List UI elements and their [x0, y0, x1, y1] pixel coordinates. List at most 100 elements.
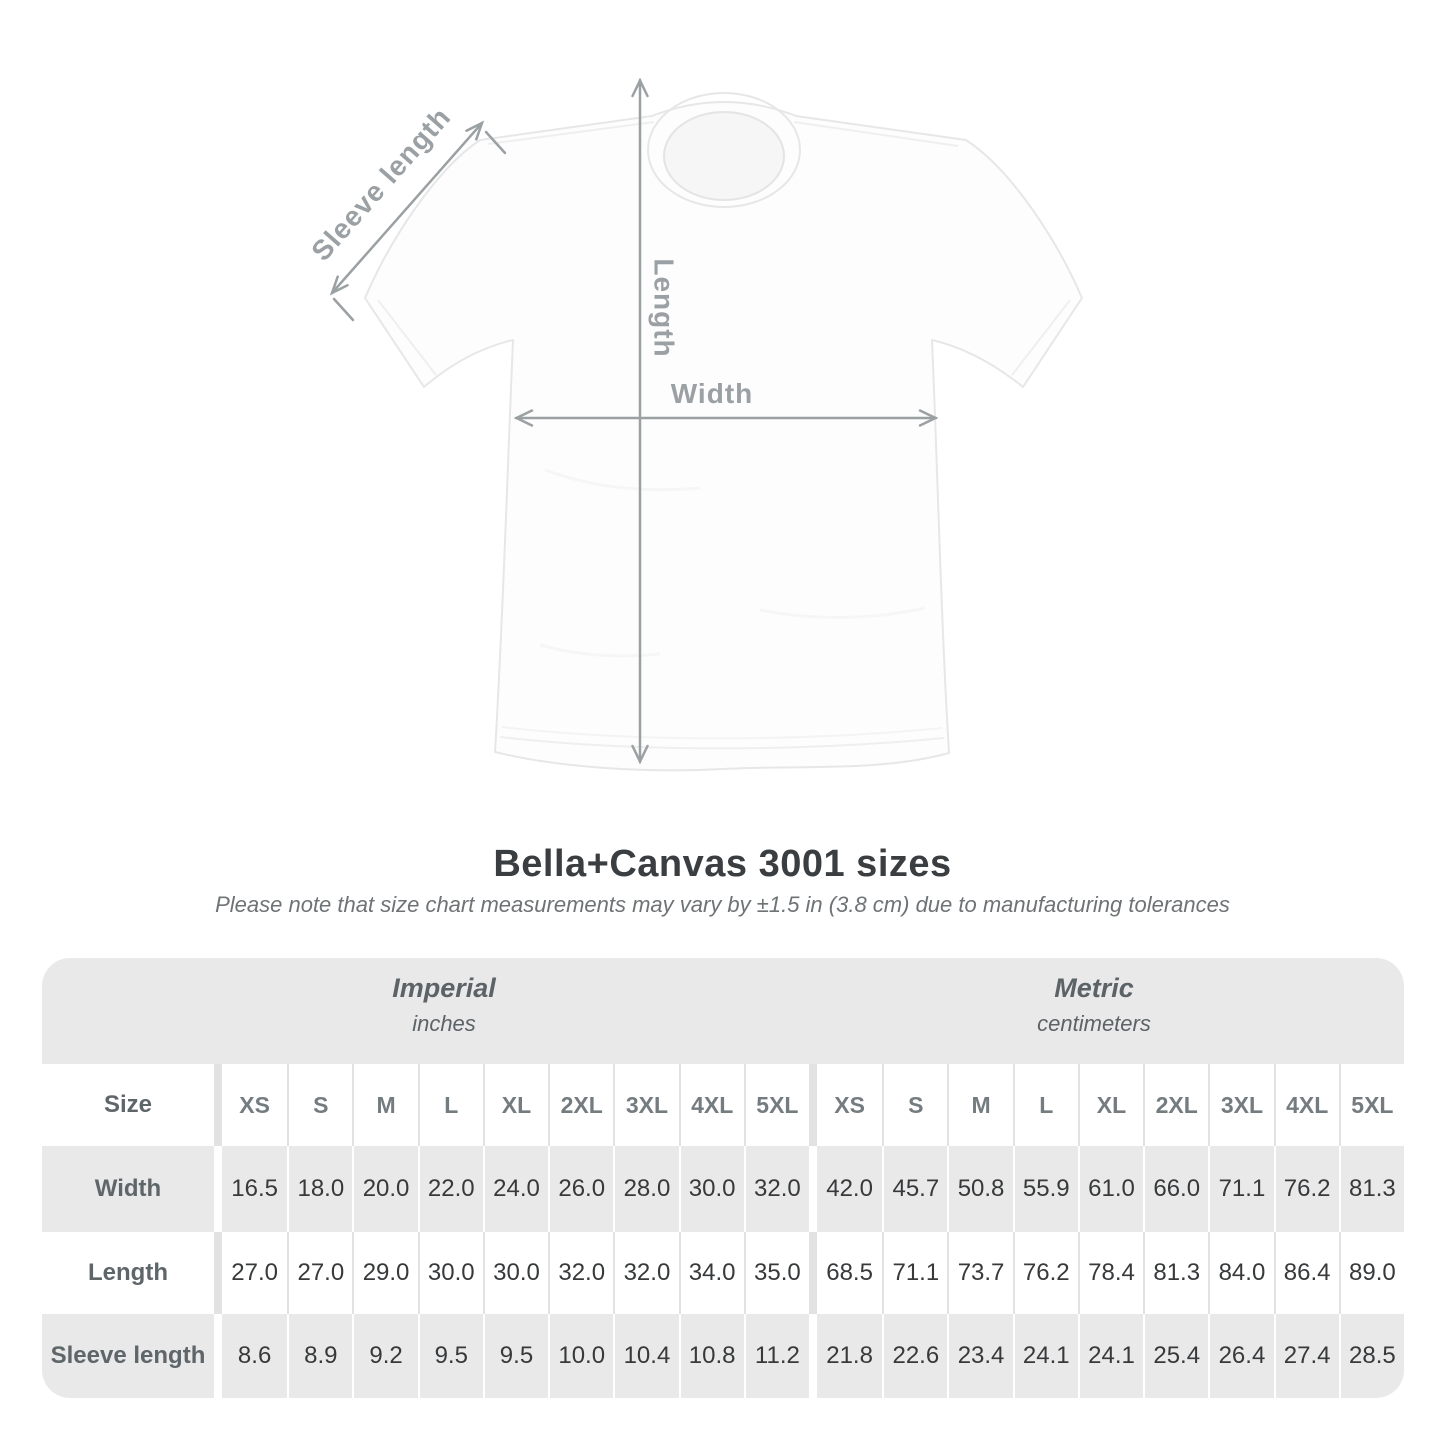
- value-cell: 50.8: [947, 1146, 1013, 1232]
- size-cell: XS: [816, 1064, 883, 1146]
- value-cell: 34.0: [678, 1232, 744, 1314]
- column-gutter: [214, 1146, 222, 1232]
- value-cell: 30.0: [417, 1232, 483, 1314]
- value-cell: 10.8: [678, 1314, 744, 1398]
- size-cell: 4XL: [678, 1064, 744, 1146]
- value-cell: 89.0: [1338, 1232, 1404, 1314]
- value-cell: 22.0: [417, 1146, 483, 1232]
- value-cell: 8.9: [287, 1314, 353, 1398]
- size-cell: S: [287, 1064, 353, 1146]
- value-cell: 24.0: [482, 1146, 549, 1232]
- tshirt-measurement-diagram: Sleeve length Length Width: [305, 77, 1083, 772]
- size-cell: XL: [1077, 1064, 1144, 1146]
- column-gutter: [808, 1064, 817, 1146]
- stitch-lines: [377, 121, 1071, 750]
- size-cell: M: [947, 1064, 1013, 1146]
- value-cell: 26.0: [548, 1146, 614, 1232]
- units-header-row: Imperial inches Metric centimeters: [42, 958, 1404, 1064]
- width-row: Width 16.5 18.0 20.0 22.0 24.0 26.0 28.0…: [42, 1146, 1404, 1232]
- size-cell: 2XL: [1143, 1064, 1209, 1146]
- fabric-wrinkles: [539, 468, 926, 658]
- width-label: Width: [671, 378, 754, 409]
- value-cell: 9.5: [417, 1314, 483, 1398]
- value-cell: 71.1: [882, 1232, 948, 1314]
- tshirt-graphic: [364, 92, 1083, 772]
- tshirt-outline: [364, 101, 1083, 772]
- value-cell: 66.0: [1143, 1146, 1209, 1232]
- size-cell: 2XL: [548, 1064, 614, 1146]
- size-col-header: Size: [42, 1064, 214, 1146]
- value-cell: 26.4: [1208, 1314, 1274, 1398]
- value-cell: 20.0: [352, 1146, 418, 1232]
- value-cell: 27.0: [222, 1232, 288, 1314]
- size-cell: 3XL: [1208, 1064, 1274, 1146]
- size-cell: XS: [222, 1064, 288, 1146]
- column-gutter: [214, 1314, 222, 1398]
- size-cell: L: [417, 1064, 483, 1146]
- value-cell: 35.0: [743, 1232, 809, 1314]
- value-cell: 61.0: [1077, 1146, 1144, 1232]
- value-cell: 42.0: [816, 1146, 883, 1232]
- value-cell: 84.0: [1208, 1232, 1274, 1314]
- value-cell: 32.0: [743, 1146, 809, 1232]
- value-cell: 18.0: [287, 1146, 353, 1232]
- value-cell: 30.0: [482, 1232, 549, 1314]
- imperial-header: Imperial inches: [392, 973, 496, 1036]
- value-cell: 10.4: [613, 1314, 679, 1398]
- value-cell: 55.9: [1012, 1146, 1078, 1232]
- column-gutter: [809, 1146, 817, 1232]
- column-gutter: [214, 1064, 222, 1146]
- value-cell: 11.2: [743, 1314, 809, 1398]
- size-cell: XL: [482, 1064, 549, 1146]
- collar-opening: [663, 111, 785, 201]
- value-cell: 24.1: [1012, 1314, 1078, 1398]
- row-label: Sleeve length: [42, 1314, 214, 1398]
- value-cell: 45.7: [882, 1146, 948, 1232]
- value-cell: 32.0: [613, 1232, 679, 1314]
- value-cell: 76.2: [1273, 1146, 1339, 1232]
- value-cell: 81.3: [1338, 1146, 1404, 1232]
- value-cell: 10.0: [548, 1314, 614, 1398]
- size-cell: 5XL: [743, 1064, 809, 1146]
- page-title: Bella+Canvas 3001 sizes: [493, 843, 952, 885]
- imperial-label: Imperial: [392, 973, 496, 1003]
- value-cell: 9.5: [482, 1314, 549, 1398]
- value-cell: 22.6: [882, 1314, 948, 1398]
- value-cell: 21.8: [816, 1314, 883, 1398]
- size-cell: S: [882, 1064, 948, 1146]
- value-cell: 27.0: [287, 1232, 353, 1314]
- length-row: Length 27.0 27.0 29.0 30.0 30.0 32.0 32.…: [42, 1232, 1404, 1314]
- size-table: Imperial inches Metric centimeters Size …: [42, 958, 1404, 1398]
- value-cell: 81.3: [1143, 1232, 1209, 1314]
- size-cell: 5XL: [1338, 1064, 1404, 1146]
- metric-label: Metric: [1054, 973, 1134, 1003]
- value-cell: 24.1: [1077, 1314, 1144, 1398]
- size-cell: 3XL: [613, 1064, 679, 1146]
- value-cell: 71.1: [1208, 1146, 1274, 1232]
- value-cell: 29.0: [352, 1232, 418, 1314]
- value-cell: 16.5: [222, 1146, 288, 1232]
- column-gutter: [214, 1232, 222, 1314]
- measurement-arrows: [329, 77, 939, 765]
- imperial-unit: inches: [412, 1011, 476, 1036]
- size-cell: 4XL: [1273, 1064, 1339, 1146]
- value-cell: 28.5: [1338, 1314, 1404, 1398]
- size-header-row: Size XS S M L XL 2XL 3XL 4XL 5XL XS S M …: [42, 1064, 1404, 1146]
- value-cell: 25.4: [1143, 1314, 1209, 1398]
- length-arrow: [631, 77, 649, 765]
- metric-header: Metric centimeters: [1037, 973, 1151, 1036]
- value-cell: 8.6: [222, 1314, 288, 1398]
- value-cell: 28.0: [613, 1146, 679, 1232]
- length-label: Length: [649, 258, 680, 357]
- value-cell: 27.4: [1273, 1314, 1339, 1398]
- sleeve-length-arrow: [329, 120, 507, 322]
- value-cell: 30.0: [678, 1146, 744, 1232]
- value-cell: 32.0: [548, 1232, 614, 1314]
- size-cell: L: [1012, 1064, 1078, 1146]
- value-cell: 76.2: [1012, 1232, 1078, 1314]
- width-arrow: [513, 409, 939, 427]
- value-cell: 9.2: [352, 1314, 418, 1398]
- collar-band: [647, 92, 801, 208]
- row-label: Length: [42, 1232, 214, 1314]
